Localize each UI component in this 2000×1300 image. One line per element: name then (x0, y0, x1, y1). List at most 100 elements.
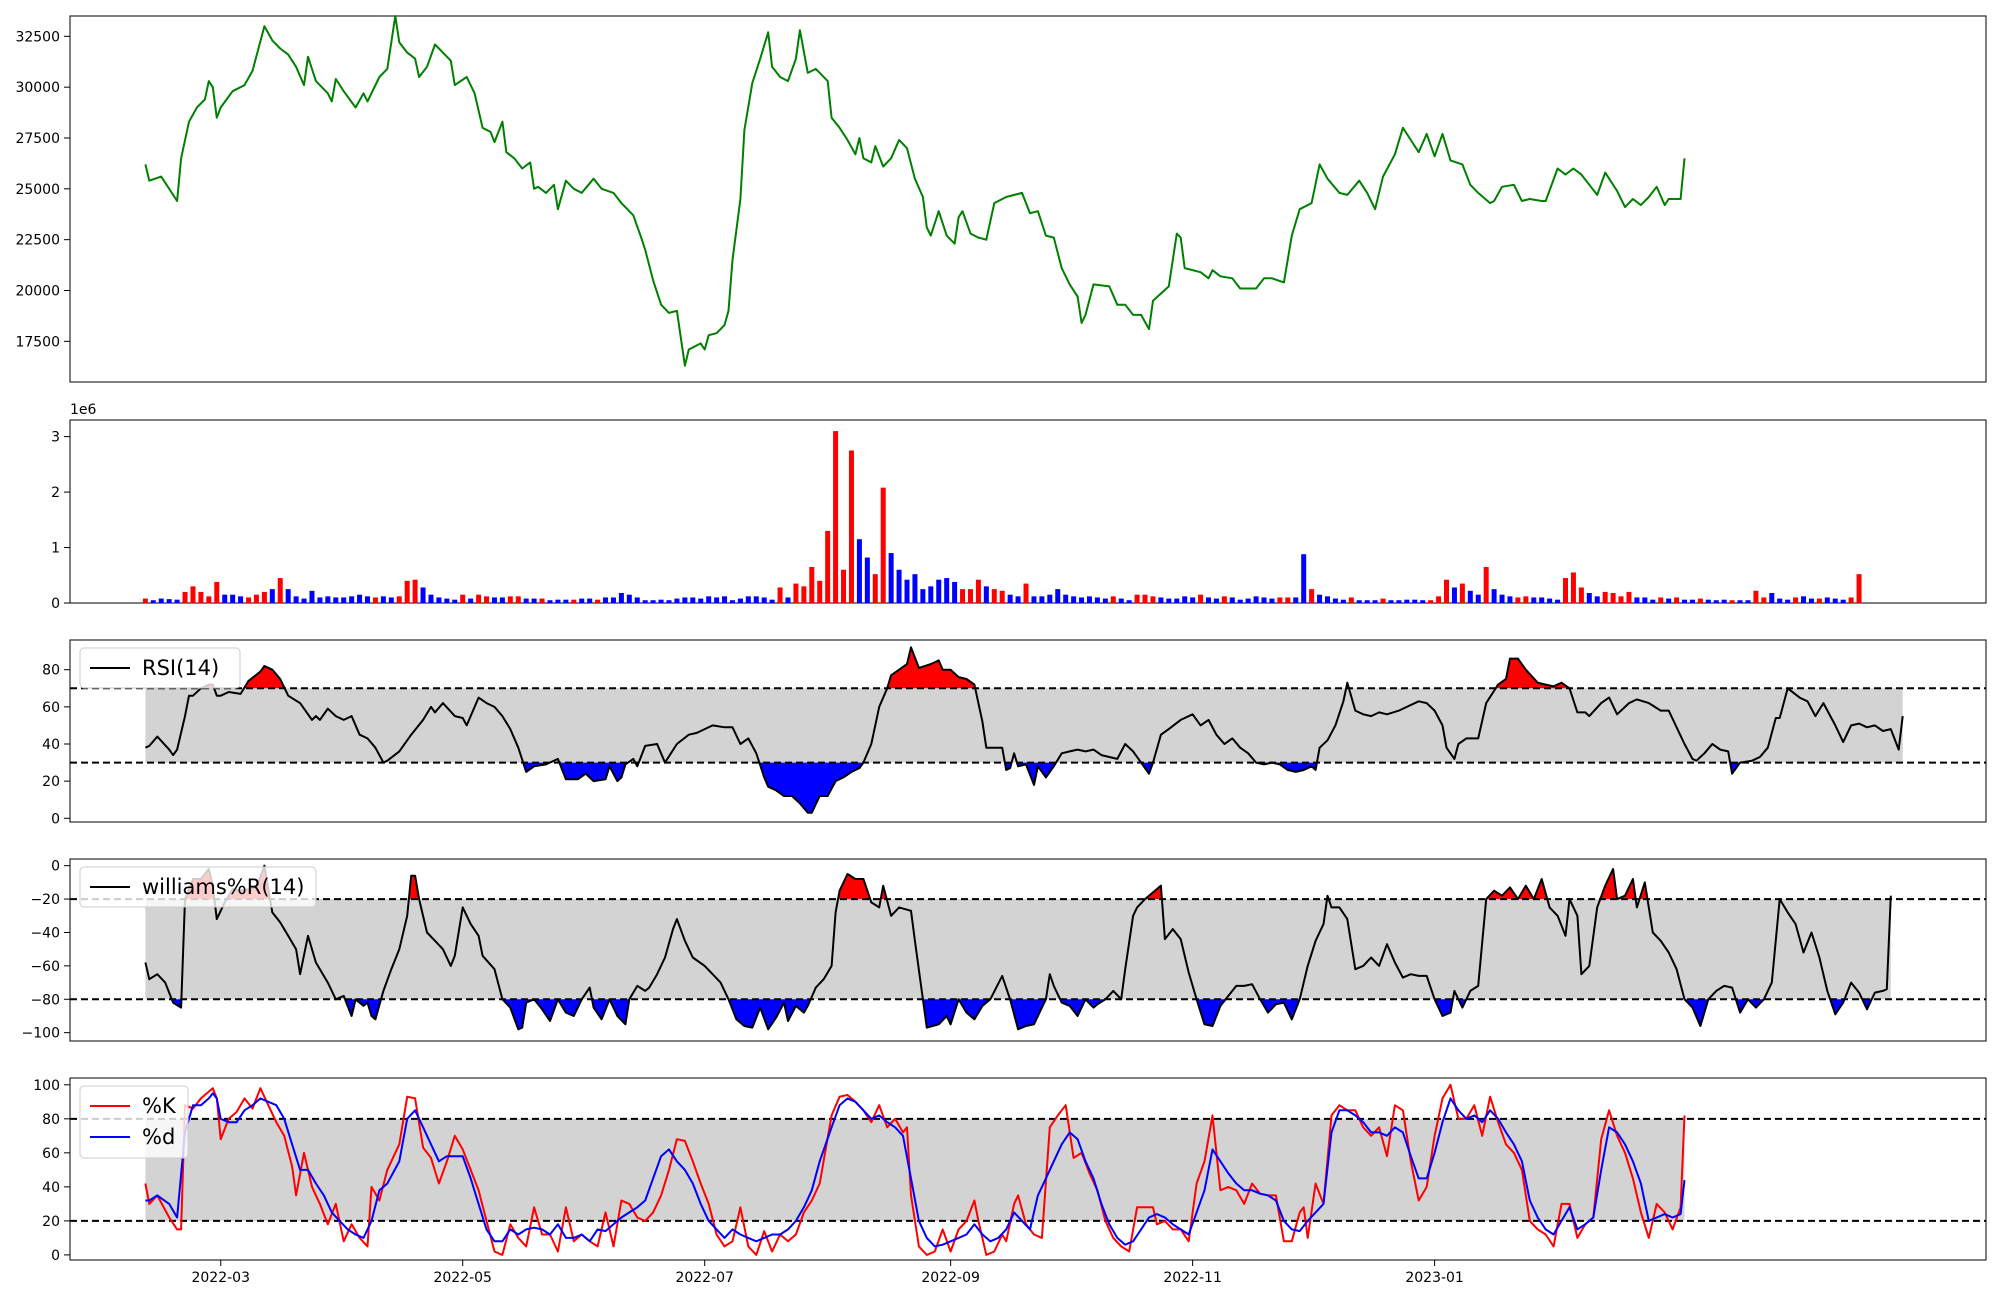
volume-bar (420, 587, 426, 603)
price-plot-frame (69, 15, 1987, 383)
volume-bar (1840, 599, 1846, 603)
volume-bar (626, 594, 632, 603)
rsi-line (144, 646, 1904, 814)
volume-bar (1380, 598, 1386, 603)
volume-bar (817, 580, 823, 603)
volume-bar (1816, 598, 1822, 603)
xtick-label: 2022-09 (921, 1270, 980, 1286)
volume-bar (1079, 597, 1085, 603)
volume-bar (1777, 598, 1783, 603)
volume-bar (1856, 574, 1862, 603)
4-ytick-label: 40 (42, 1180, 60, 1196)
legend-frame (79, 866, 317, 908)
volume-bar (206, 596, 212, 603)
stochastic-plot-frame (69, 1077, 1987, 1261)
volume-bar (991, 589, 997, 603)
volume-bar (476, 594, 482, 603)
legend-label: %K (142, 1094, 177, 1118)
volume-bar (515, 596, 521, 603)
volume-bar (1332, 598, 1338, 603)
volume-bar (1610, 593, 1616, 603)
volume-bar (1055, 589, 1061, 603)
volume-bar (142, 598, 148, 603)
williams-overbought-fill (1533, 879, 1548, 900)
volume-bar (1666, 598, 1672, 603)
volume-bar (444, 598, 450, 603)
volume-bar (698, 598, 704, 603)
volume-bar (1118, 598, 1124, 603)
volume-bar (1309, 589, 1315, 603)
volume-bar (1150, 596, 1156, 603)
volume-bar (1174, 598, 1180, 603)
3-ytick-label: 0 (51, 859, 60, 875)
volume-bar (1475, 594, 1481, 603)
volume-bar (253, 594, 259, 603)
volume-bar (436, 597, 442, 603)
volume-bar (1388, 600, 1394, 603)
volume-bar (1436, 596, 1442, 603)
4-ytick-label: 60 (42, 1146, 60, 1162)
volume-bar (1293, 597, 1299, 603)
volume-bar (380, 596, 386, 603)
volume-bar (1451, 587, 1457, 603)
volume-bar (1039, 596, 1045, 603)
volume-bar (1269, 598, 1275, 603)
volume-bar (412, 579, 418, 603)
1-ytick-label: 2 (51, 485, 60, 501)
volume-bar (1737, 600, 1743, 603)
3-ytick-label: −100 (22, 1026, 60, 1042)
volume-bar (1412, 599, 1418, 603)
legend-frame (79, 1085, 189, 1159)
volume-bar (1761, 597, 1767, 603)
volume-bar (682, 597, 688, 603)
volume-bar (793, 583, 799, 603)
1-ytick-label: 1 (51, 541, 60, 557)
volume-bar (769, 599, 775, 603)
volume-bar (499, 597, 505, 603)
volume-bar (285, 589, 291, 603)
0-ytick-label: 27500 (15, 131, 60, 147)
volume-bar (1523, 596, 1529, 603)
volume-bar (618, 593, 624, 603)
volume-bar (460, 594, 466, 603)
volume-bar (722, 596, 728, 603)
volume-bar (880, 487, 886, 603)
4-ytick-label: 0 (51, 1248, 60, 1264)
volume-bar (1372, 600, 1378, 603)
rsi-oversold-fill (759, 762, 864, 813)
0-ytick-label: 32500 (15, 29, 60, 45)
volume-bar (856, 539, 862, 603)
volume-bar (1808, 598, 1814, 603)
volume-plot-frame (69, 419, 1987, 604)
volume-bar (1182, 596, 1188, 603)
volume-bar (468, 598, 474, 603)
volume-bar (563, 599, 569, 603)
volume-bar (1785, 599, 1791, 603)
volume-bar (666, 600, 672, 603)
volume-bar (1031, 596, 1037, 603)
volume-bar (174, 599, 180, 603)
volume-bar (1467, 590, 1473, 603)
volume-bar (674, 598, 680, 603)
volume-bar (761, 597, 767, 603)
2-ytick-label: 60 (42, 700, 60, 716)
volume-bar (1539, 597, 1545, 603)
volume-bar (642, 600, 648, 603)
volume-bar (888, 553, 894, 603)
volume-bar (1213, 598, 1219, 603)
volume-bar (182, 591, 188, 603)
volume-bar (1578, 587, 1584, 603)
stochastic-d-line (145, 1092, 1686, 1248)
volume-bar (785, 597, 791, 603)
volume-bar (1483, 566, 1489, 603)
volume-bar (1642, 597, 1648, 603)
volume-bar (1253, 596, 1259, 603)
volume-bar (158, 598, 164, 603)
volume-bar (547, 600, 553, 603)
williams-oversold-fill (1830, 999, 1845, 1015)
price-line (144, 15, 1686, 367)
volume-bar (1237, 599, 1243, 603)
volume-bar (341, 597, 347, 603)
volume-bar (1198, 594, 1204, 603)
williams-line (144, 864, 1892, 1031)
